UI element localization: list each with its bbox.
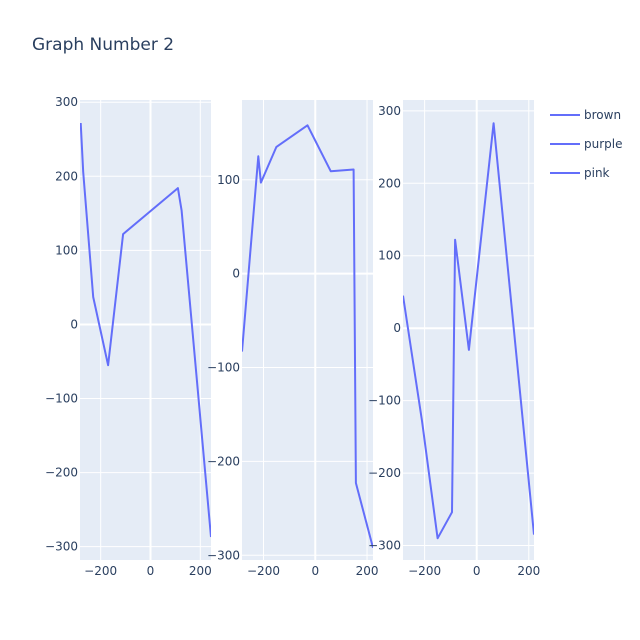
y-tick-label: −200 [368, 466, 401, 480]
y-tick-label: 200 [55, 169, 78, 183]
series-line-brown [80, 122, 211, 538]
y-tick-label: −100 [207, 361, 240, 375]
subplot-purple: −200 0 200 100 0 −100 −200 −300 [207, 100, 378, 578]
y-tick-label: 300 [55, 95, 78, 109]
series-line-purple [242, 124, 373, 549]
legend-label: pink [584, 166, 610, 180]
y-tick-label: 0 [393, 321, 401, 335]
chart-title: Graph Number 2 [32, 35, 174, 55]
y-tick-label: 0 [70, 317, 78, 331]
y-tick-label: −200 [207, 454, 240, 468]
y-tick-label: 100 [217, 173, 240, 187]
x-tick-label: 200 [517, 564, 540, 578]
x-tick-label: 200 [356, 564, 379, 578]
y-tick-label: −100 [45, 392, 78, 406]
y-tick-label: −300 [207, 548, 240, 562]
subplots: −200 0 200 300 200 100 0 −100 −200 −300 −200 0 200 10… [45, 95, 540, 578]
y-tick-label: 100 [378, 249, 401, 263]
y-tick-label: 300 [378, 104, 401, 118]
y-tick-label: −300 [45, 540, 78, 554]
y-tick-label: 0 [232, 267, 240, 281]
x-tick-label: 200 [189, 564, 212, 578]
y-tick-label: −200 [45, 466, 78, 480]
legend-item-brown[interactable]: brown [550, 108, 621, 122]
legend-item-pink[interactable]: pink [550, 166, 610, 180]
legend-item-purple[interactable]: purple [550, 137, 623, 151]
x-tick-label: −200 [247, 564, 280, 578]
y-tick-label: 100 [55, 243, 78, 257]
subplot-brown: −200 0 200 300 200 100 0 −100 −200 −300 [45, 95, 212, 578]
subplot-pink: −200 0 200 300 200 100 0 −100 −200 −300 [368, 100, 540, 578]
x-tick-label: 0 [311, 564, 319, 578]
legend-label: brown [584, 108, 621, 122]
series-line-pink [403, 122, 534, 540]
x-tick-label: 0 [473, 564, 481, 578]
x-tick-label: −200 [84, 564, 117, 578]
y-tick-label: −300 [368, 539, 401, 553]
y-tick-label: −100 [368, 394, 401, 408]
legend[interactable]: brown purple pink [550, 108, 623, 180]
y-tick-label: 200 [378, 176, 401, 190]
x-tick-label: −200 [408, 564, 441, 578]
legend-label: purple [584, 137, 623, 151]
x-tick-label: 0 [147, 564, 155, 578]
